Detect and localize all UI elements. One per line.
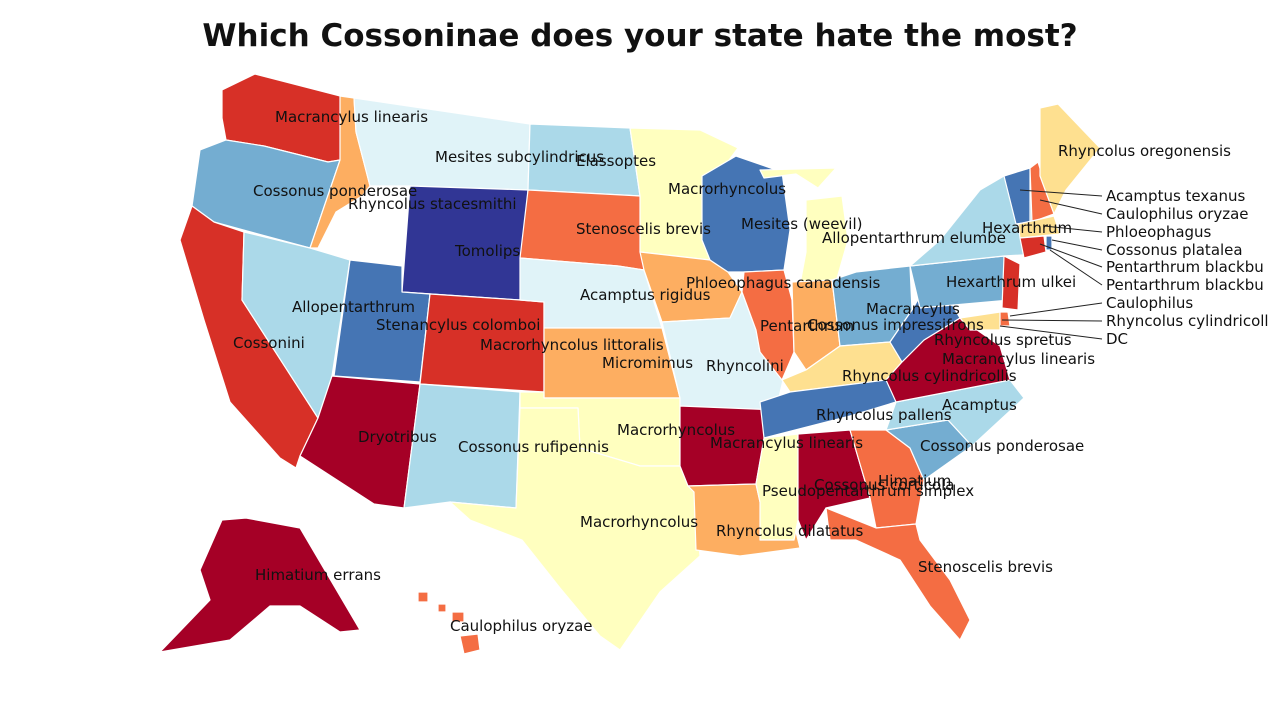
callout-label: Phloeophagus: [1106, 223, 1212, 241]
callout-label: Cossonus platalea: [1106, 241, 1243, 259]
state-label-tn: Rhyncolus pallens: [816, 406, 952, 424]
callout-leader-line: [1039, 199, 1103, 215]
state-label-wv: Rhyncolus spretus: [934, 331, 1072, 349]
state-label-ca: Cossonini: [233, 334, 305, 352]
state-nj[interactable]: [1001, 255, 1021, 311]
state-label-al: Cossonus corticola: [814, 476, 954, 494]
state-mi[interactable]: [759, 167, 837, 189]
state-label-fl: Stenoscelis brevis: [918, 558, 1053, 576]
state-label-or: Cossonus ponderosae: [253, 182, 417, 200]
state-label-ne: Acamptus rigidus: [580, 286, 711, 304]
callout-label: Caulophilus oryzae: [1106, 205, 1249, 223]
state-label-ms: Pseudopentarthrum simplex: [762, 482, 974, 500]
callout-leader-line: [1051, 239, 1103, 251]
state-label-mn: Macrorhyncolus: [668, 180, 786, 198]
state-hi[interactable]: [459, 633, 481, 655]
state-label-nd: Elassoptes: [576, 152, 656, 170]
state-label-oh: Macrancylus: [866, 300, 960, 318]
state-label-co: Macrorhyncolus littoralis: [480, 336, 664, 354]
state-label-la: Rhyncolus dilatatus: [716, 522, 864, 540]
callout-leader-line: [1019, 189, 1103, 197]
state-label-il: Pentarthrum: [760, 317, 854, 335]
state-label-ut: Stenancylus colomboi: [376, 316, 540, 334]
state-label-ny: Hexarthrum: [982, 219, 1072, 237]
callout-leader-line: [1043, 225, 1103, 233]
state-ak[interactable]: [159, 517, 361, 653]
callout-label: Pentarthrum blackbu: [1106, 276, 1264, 294]
state-label-mo: Rhyncolini: [706, 357, 784, 375]
state-label-ar: Macrancylus linearis: [710, 434, 863, 452]
state-label-sd: Stenoscelis brevis: [576, 220, 711, 238]
state-hi[interactable]: [437, 603, 447, 613]
state-hi[interactable]: [417, 591, 429, 603]
state-label-hi: Caulophilus oryzae: [450, 617, 593, 635]
callout-label: Acamptus texanus: [1106, 187, 1245, 205]
callout-leader-line: [1001, 319, 1103, 322]
state-label-ok: Macrorhyncolus: [617, 421, 735, 439]
state-label-ak: Himatium errans: [255, 566, 381, 584]
state-label-ga: Himatium: [878, 472, 951, 490]
state-hi[interactable]: [451, 611, 465, 623]
state-ct[interactable]: [1019, 235, 1047, 259]
state-label-tx: Macrorhyncolus: [580, 513, 698, 531]
state-label-nc: Acamptus: [942, 396, 1017, 414]
state-label-wi: Mesites (weevil): [741, 215, 863, 233]
callout-label: Pentarthrum blackbu: [1106, 258, 1264, 276]
callout-label: Caulophilus: [1106, 294, 1193, 312]
state-label-nv: Allopentarthrum: [292, 298, 415, 316]
state-label-mt: Mesites subcylindricus: [435, 148, 604, 166]
state-ma[interactable]: [1017, 215, 1061, 239]
state-label-nm: Cossonus rufipennis: [458, 438, 609, 456]
callout-label: DC: [1106, 330, 1128, 348]
map-title: Which Cossoninae does your state hate th…: [202, 18, 1078, 54]
state-label-in: Cossonus impressifrons: [807, 316, 984, 334]
callout-leader-line: [1039, 243, 1103, 268]
callout-label: Rhyncolus cylindricoll: [1106, 312, 1269, 330]
state-label-id: Rhyncolus stacesmithi: [348, 195, 517, 213]
state-md[interactable]: [959, 311, 1001, 331]
state-fl[interactable]: [825, 507, 971, 641]
state-label-wa: Macrancylus linearis: [275, 108, 428, 126]
callout-leader-line: [1049, 249, 1103, 286]
state-tx[interactable]: [449, 407, 701, 651]
callout-leader-line: [999, 325, 1103, 340]
state-label-va: Macrancylus linearis: [942, 350, 1095, 368]
callout-leader-line: [1009, 302, 1103, 317]
state-label-pa: Hexarthrum ulkei: [946, 273, 1076, 291]
state-me[interactable]: [1039, 103, 1101, 215]
state-label-mi: Allopentarthrum elumbe: [822, 229, 1006, 247]
state-ca[interactable]: [179, 205, 319, 469]
state-label-az: Dryotribus: [358, 428, 437, 446]
state-label-ks: Micromimus: [602, 354, 693, 372]
state-label-me: Rhyncolus oregonensis: [1058, 142, 1231, 160]
state-label-ia: Phloeophagus canadensis: [686, 274, 881, 292]
state-label-sc: Cossonus ponderosae: [920, 437, 1084, 455]
state-label-wy: Tomolips: [454, 242, 520, 260]
state-label-ky: Rhyncolus cylindricollis: [842, 367, 1017, 385]
